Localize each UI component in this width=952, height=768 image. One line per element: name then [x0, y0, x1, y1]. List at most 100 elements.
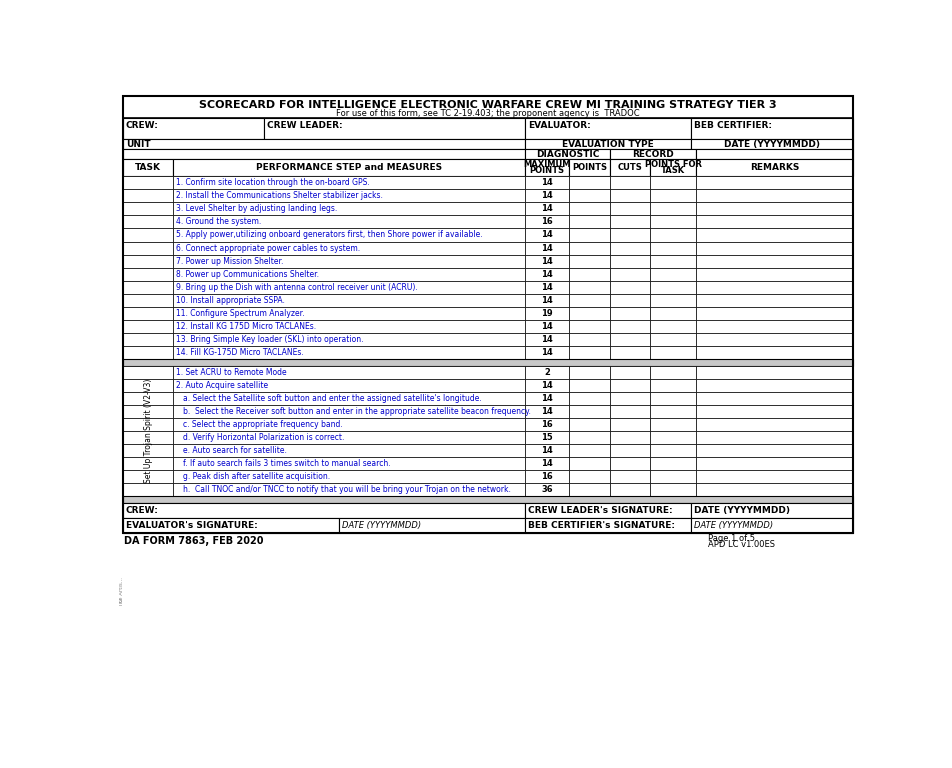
Text: 16: 16 — [542, 420, 553, 429]
Text: CREW:: CREW: — [126, 505, 159, 515]
Bar — [691, 502, 853, 518]
Bar — [526, 333, 569, 346]
Bar — [569, 281, 610, 294]
Bar — [123, 483, 173, 496]
Text: EVALUATOR's SIGNATURE:: EVALUATOR's SIGNATURE: — [126, 521, 258, 530]
Bar — [123, 159, 173, 176]
Bar — [173, 268, 526, 281]
Bar — [123, 359, 853, 366]
Bar — [610, 281, 650, 294]
Bar — [569, 255, 610, 268]
Bar — [264, 118, 526, 139]
Bar — [650, 307, 696, 320]
Text: DIAGNOSTIC: DIAGNOSTIC — [536, 150, 600, 159]
Bar — [123, 320, 173, 333]
Bar — [173, 405, 526, 418]
Text: DATE (YYYYMMDD): DATE (YYYYMMDD) — [694, 505, 790, 515]
Text: DATE (YYYYMMDD): DATE (YYYYMMDD) — [724, 140, 820, 149]
Text: c. Select the appropriate frequency band.: c. Select the appropriate frequency band… — [183, 420, 343, 429]
Bar — [526, 502, 691, 518]
Bar — [569, 320, 610, 333]
Bar — [526, 159, 569, 176]
Bar — [173, 333, 526, 346]
Bar — [650, 202, 696, 215]
Bar — [526, 228, 569, 242]
Bar — [526, 139, 691, 149]
Bar — [610, 379, 650, 392]
Bar — [173, 379, 526, 392]
Bar — [696, 307, 853, 320]
Text: RECORD: RECORD — [632, 150, 674, 159]
Text: TASK: TASK — [135, 163, 161, 172]
Bar — [173, 215, 526, 228]
Text: CREW:: CREW: — [126, 121, 159, 130]
Text: 14. Fill KG-175D Micro TACLANEs.: 14. Fill KG-175D Micro TACLANEs. — [176, 349, 304, 357]
Bar — [526, 242, 569, 255]
Bar — [610, 346, 650, 359]
Bar — [173, 444, 526, 457]
Bar — [526, 366, 569, 379]
Bar — [123, 281, 173, 294]
Bar — [123, 242, 173, 255]
Text: DA FORM 7863, FEB 2020: DA FORM 7863, FEB 2020 — [125, 536, 264, 546]
Bar — [526, 307, 569, 320]
Bar — [526, 281, 569, 294]
Bar — [173, 457, 526, 470]
Text: 36: 36 — [542, 485, 553, 495]
Bar — [526, 118, 691, 139]
Bar — [610, 202, 650, 215]
Text: CREW LEADER:: CREW LEADER: — [267, 121, 343, 130]
Text: 14: 14 — [542, 446, 553, 455]
Bar — [123, 405, 173, 418]
Bar — [650, 392, 696, 405]
Bar — [696, 470, 853, 483]
Bar — [123, 202, 173, 215]
Bar — [526, 202, 569, 215]
Bar — [123, 294, 173, 307]
Bar — [650, 418, 696, 431]
Bar — [526, 418, 569, 431]
Bar — [650, 294, 696, 307]
Bar — [526, 431, 569, 444]
Bar — [696, 189, 853, 202]
Bar — [696, 418, 853, 431]
Bar — [650, 431, 696, 444]
Text: 2: 2 — [545, 368, 550, 376]
Bar — [696, 242, 853, 255]
Bar — [526, 294, 569, 307]
Text: 6. Connect appropriate power cables to system.: 6. Connect appropriate power cables to s… — [176, 243, 361, 253]
Text: 13. Bring Simple Key loader (SKL) into operation.: 13. Bring Simple Key loader (SKL) into o… — [176, 335, 364, 344]
Bar — [123, 96, 853, 533]
Bar — [610, 294, 650, 307]
Bar — [696, 149, 853, 159]
Text: 14: 14 — [542, 204, 553, 214]
Bar — [610, 242, 650, 255]
Bar — [696, 255, 853, 268]
Bar — [696, 294, 853, 307]
Bar — [526, 483, 569, 496]
Bar — [650, 320, 696, 333]
Bar — [123, 502, 526, 518]
Bar — [696, 320, 853, 333]
Bar — [526, 379, 569, 392]
Bar — [610, 470, 650, 483]
Text: CUTS: CUTS — [618, 163, 643, 172]
Bar — [569, 346, 610, 359]
Bar — [610, 418, 650, 431]
Bar — [569, 176, 610, 189]
Bar — [526, 320, 569, 333]
Bar — [123, 96, 853, 118]
Bar — [650, 379, 696, 392]
Bar — [569, 366, 610, 379]
Text: 1. Set ACRU to Remote Mode: 1. Set ACRU to Remote Mode — [176, 368, 287, 376]
Text: 12. Install KG 175D Micro TACLANEs.: 12. Install KG 175D Micro TACLANEs. — [176, 322, 316, 331]
Bar — [526, 255, 569, 268]
Bar — [696, 444, 853, 457]
Bar — [569, 189, 610, 202]
Bar — [610, 392, 650, 405]
Text: 19: 19 — [542, 309, 553, 318]
Bar — [569, 159, 610, 176]
Text: 1. Confirm site location through the on-board GPS.: 1. Confirm site location through the on-… — [176, 178, 370, 187]
Text: MAXIMUM: MAXIMUM — [524, 160, 571, 169]
Text: 14: 14 — [542, 381, 553, 389]
